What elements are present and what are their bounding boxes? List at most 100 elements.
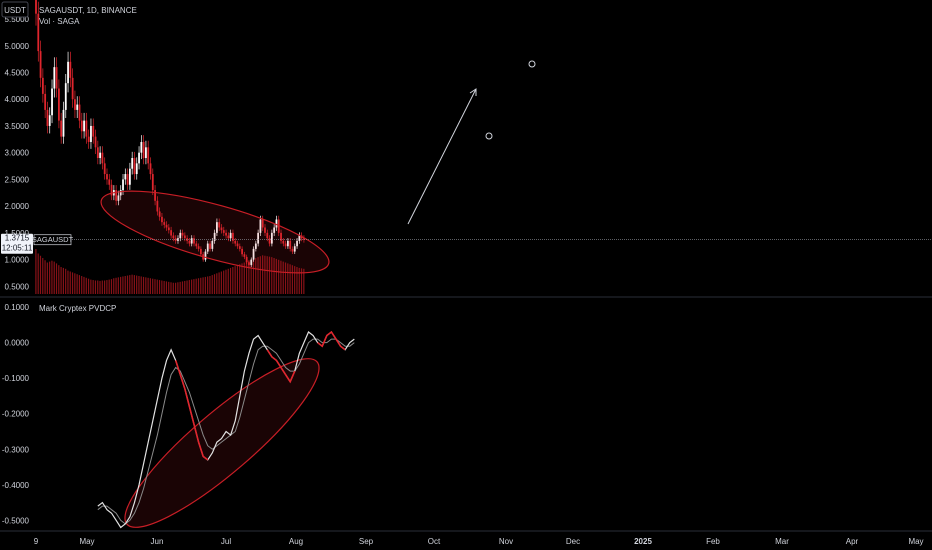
candle-body[interactable]	[44, 93, 47, 110]
candle-body[interactable]	[197, 246, 200, 249]
candle-body[interactable]	[41, 77, 44, 94]
candle-body[interactable]	[83, 120, 85, 132]
candle-body[interactable]	[165, 224, 168, 228]
indicator-axis[interactable]: 0.1000 0.0000 -0.1000 -0.2000 -0.3000 -0.4000…	[2, 303, 30, 525]
candle-body[interactable]	[257, 232, 260, 244]
candle-body[interactable]	[216, 222, 218, 233]
candle-body[interactable]	[181, 232, 184, 236]
candle-body[interactable]	[293, 246, 296, 252]
pvdcp-lines[interactable]	[97, 330, 355, 529]
candle-body[interactable]	[122, 179, 124, 191]
candle-body[interactable]	[177, 238, 179, 241]
candle-body[interactable]	[71, 77, 74, 100]
candle-body[interactable]	[163, 222, 166, 225]
currency-button-label[interactable]: USDT	[4, 6, 26, 15]
candle-body[interactable]	[51, 88, 53, 116]
candle-body[interactable]	[291, 248, 294, 252]
candle-body[interactable]	[58, 88, 60, 121]
candle-body[interactable]	[110, 184, 113, 196]
candle-body[interactable]	[186, 238, 189, 241]
candle-body[interactable]	[142, 141, 145, 159]
candle-body[interactable]	[119, 190, 122, 196]
candle-body[interactable]	[179, 232, 182, 239]
candle-body[interactable]	[131, 158, 134, 169]
candle-body[interactable]	[266, 232, 269, 239]
candle-body[interactable]	[135, 163, 138, 175]
candle-body[interactable]	[232, 232, 234, 241]
candle-body[interactable]	[69, 61, 72, 78]
candle-body[interactable]	[174, 238, 177, 241]
candle-body[interactable]	[282, 240, 285, 244]
candle-body[interactable]	[147, 147, 150, 164]
candle-body[interactable]	[78, 104, 81, 121]
candle-body[interactable]	[46, 109, 49, 126]
candle-body[interactable]	[275, 219, 278, 228]
candle-body[interactable]	[92, 125, 95, 137]
candle-body[interactable]	[106, 174, 108, 180]
candle-body[interactable]	[213, 232, 216, 241]
candle-body[interactable]	[48, 115, 51, 126]
candle-body[interactable]	[55, 67, 58, 89]
candle-body[interactable]	[87, 136, 90, 142]
candle-body[interactable]	[261, 219, 264, 228]
candle-body[interactable]	[149, 163, 152, 175]
candle-body[interactable]	[99, 152, 102, 159]
candle-body[interactable]	[225, 232, 227, 236]
candle-body[interactable]	[268, 238, 271, 244]
candle-body[interactable]	[303, 238, 305, 240]
candle-body[interactable]	[211, 240, 214, 249]
candle-body[interactable]	[62, 109, 65, 137]
candle-body[interactable]	[161, 216, 163, 223]
pvdcp-fast-line[interactable]	[97, 331, 355, 529]
circle-marker-drawing[interactable]	[485, 132, 493, 140]
trend-arrow-drawing[interactable]	[407, 88, 477, 225]
candle-body[interactable]	[167, 227, 170, 231]
candle-body[interactable]	[103, 163, 106, 175]
candle-body[interactable]	[204, 251, 207, 260]
candle-body[interactable]	[241, 248, 243, 255]
candle-body[interactable]	[140, 141, 143, 153]
circle-marker-drawing[interactable]	[528, 60, 536, 68]
time-axis[interactable]: 9 May Jun Jul Aug Sep Oct Nov Dec 2025 Feb Mar Apr Ma…	[34, 537, 924, 546]
candle-body[interactable]	[94, 136, 97, 148]
candle-body[interactable]	[53, 67, 56, 89]
candle-body[interactable]	[193, 238, 195, 244]
candle-body[interactable]	[133, 158, 136, 175]
candle-body[interactable]	[259, 219, 262, 233]
candle-body[interactable]	[117, 195, 120, 201]
candle-body[interactable]	[172, 235, 175, 239]
candle-body[interactable]	[115, 190, 118, 201]
candle-body[interactable]	[206, 243, 209, 252]
candle-body[interactable]	[138, 152, 140, 164]
candle-body[interactable]	[96, 147, 99, 159]
candle-body[interactable]	[101, 152, 104, 164]
candle-body[interactable]	[273, 227, 276, 233]
candle-body[interactable]	[156, 200, 159, 212]
candle-body[interactable]	[74, 99, 76, 110]
candle-body[interactable]	[90, 125, 92, 142]
candle-body[interactable]	[229, 232, 232, 239]
candle-body[interactable]	[188, 240, 191, 244]
candle-body[interactable]	[280, 232, 282, 241]
price-axis[interactable]: 0.5000 1.0000 1.5000 2.0000 2.5000 3.0000 3.50…	[5, 15, 30, 291]
candle-body[interactable]	[108, 179, 111, 185]
candle-body[interactable]	[218, 222, 221, 228]
candle-body[interactable]	[80, 120, 83, 132]
candle-body[interactable]	[170, 230, 173, 236]
candle-body[interactable]	[298, 235, 301, 241]
candle-body[interactable]	[151, 174, 154, 191]
candle-body[interactable]	[195, 243, 198, 247]
candle-body[interactable]	[60, 120, 63, 137]
candle-body[interactable]	[289, 240, 292, 249]
candle-body[interactable]	[243, 254, 246, 257]
candle-body[interactable]	[145, 147, 147, 159]
candle-body[interactable]	[199, 248, 202, 255]
candle-body[interactable]	[220, 227, 223, 231]
candle-body[interactable]	[183, 235, 186, 239]
candle-body[interactable]	[35, 0, 37, 14]
candle-body[interactable]	[85, 120, 88, 137]
candle-body[interactable]	[64, 83, 67, 110]
candle-body[interactable]	[270, 232, 273, 244]
candle-body[interactable]	[209, 243, 211, 249]
candle-body[interactable]	[296, 240, 298, 247]
